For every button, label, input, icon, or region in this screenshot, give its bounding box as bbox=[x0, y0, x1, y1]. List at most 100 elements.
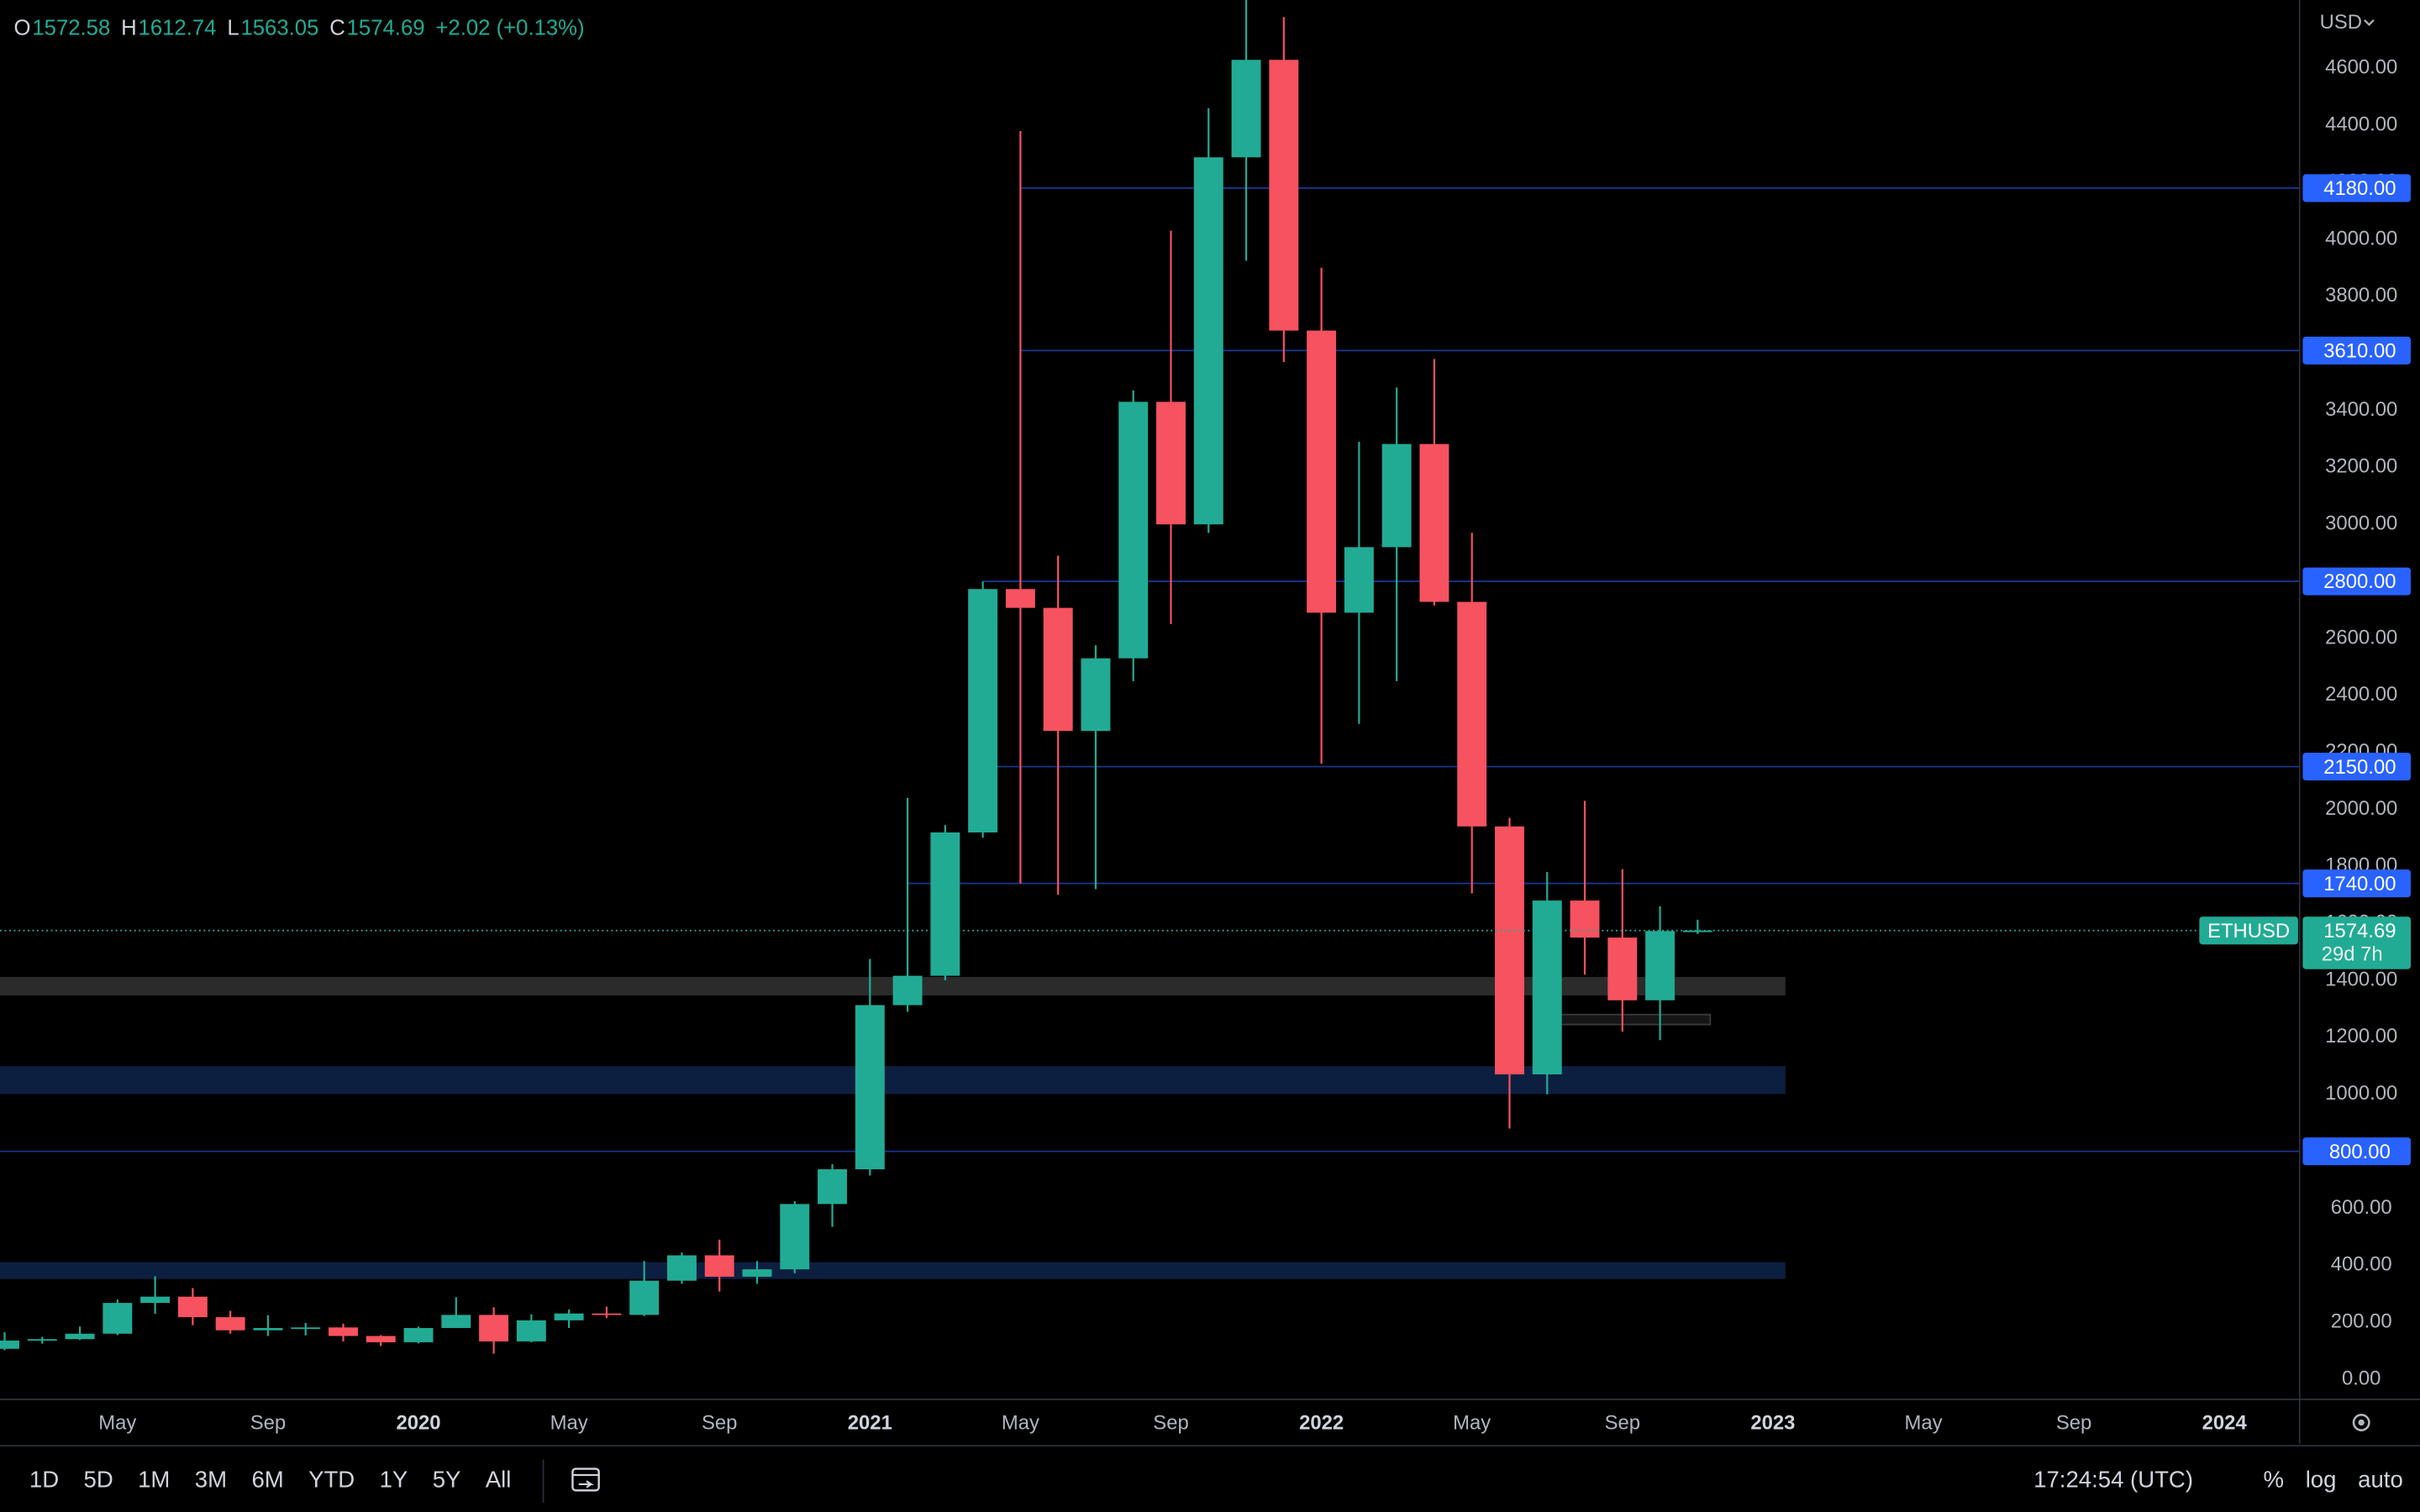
candle-body bbox=[1269, 60, 1299, 331]
candle-body bbox=[479, 1315, 509, 1341]
ohlc-value: 1612.74 bbox=[139, 17, 217, 40]
range-button[interactable]: YTD bbox=[308, 1467, 355, 1493]
level-label-box bbox=[2302, 567, 2411, 596]
candle-body bbox=[892, 975, 923, 1005]
range-button[interactable]: 5D bbox=[84, 1467, 113, 1493]
candle-body bbox=[403, 1327, 434, 1342]
candle-body bbox=[140, 1296, 171, 1304]
ohlc-key: L bbox=[227, 17, 239, 40]
candle-body bbox=[1156, 402, 1186, 525]
level-label-box bbox=[2302, 336, 2411, 365]
y-tick-label: 0.00 bbox=[2342, 1367, 2381, 1389]
level-label: 4180.00 bbox=[2323, 177, 2396, 200]
candle-body bbox=[1043, 607, 1073, 732]
candle-body bbox=[1607, 937, 1638, 1000]
symbol-label: ETHUSD bbox=[2207, 920, 2290, 942]
candle-body bbox=[103, 1303, 133, 1334]
y-tick-label: 4400.00 bbox=[2325, 113, 2397, 136]
y-tick-label: 3000.00 bbox=[2325, 512, 2397, 535]
y-tick-label: 3200.00 bbox=[2325, 455, 2397, 478]
settings-icon[interactable] bbox=[2352, 1414, 2370, 1431]
level-label-box bbox=[2302, 869, 2411, 898]
x-tick-label: 2020 bbox=[396, 1412, 440, 1435]
ohlc-key: H bbox=[121, 17, 137, 40]
axes: 0.00 200.00 400.00 600.00 800.00 1000.00 1200.… bbox=[98, 56, 2411, 1435]
scale-option[interactable]: log bbox=[2306, 1467, 2337, 1493]
last-price-box bbox=[2302, 916, 2411, 969]
x-tick-label: Sep bbox=[1153, 1412, 1188, 1435]
range-button[interactable]: 3M bbox=[195, 1467, 227, 1493]
x-tick-label: 2022 bbox=[1299, 1412, 1344, 1435]
icon-frame bbox=[571, 1467, 600, 1492]
zone bbox=[1546, 1013, 1712, 1026]
last-price-label: 1574.69 bbox=[2323, 920, 2396, 942]
y-tick-label: 2400.00 bbox=[2325, 683, 2397, 706]
candle-body bbox=[629, 1280, 660, 1315]
range-button[interactable]: 1M bbox=[138, 1467, 170, 1493]
level-label-box bbox=[2302, 1137, 2411, 1166]
x-tick-label: May bbox=[550, 1412, 588, 1435]
candle-body bbox=[1532, 900, 1562, 1075]
range-button[interactable]: 6M bbox=[251, 1467, 283, 1493]
compare-icon[interactable] bbox=[571, 1467, 600, 1492]
candle-body bbox=[1570, 900, 1600, 938]
ohlc-change: +2.02 (+0.13%) bbox=[435, 17, 584, 40]
gear-center bbox=[2358, 1419, 2365, 1426]
level-label: 2800.00 bbox=[2323, 570, 2396, 593]
range-button[interactable]: 1D bbox=[29, 1467, 59, 1493]
candle-body bbox=[215, 1317, 245, 1331]
level-label: 2150.00 bbox=[2323, 756, 2396, 779]
clock[interactable]: 17:24:54 (UTC) bbox=[2033, 1467, 2193, 1493]
candle-body bbox=[0, 1340, 19, 1349]
currency[interactable]: USD bbox=[2320, 11, 2362, 34]
candle-body bbox=[441, 1315, 471, 1328]
candle-body bbox=[666, 1255, 697, 1281]
x-tick-label: May bbox=[1002, 1412, 1039, 1435]
candle-body bbox=[1307, 330, 1337, 613]
candle-body bbox=[1081, 658, 1111, 732]
x-tick-label: Sep bbox=[702, 1412, 737, 1435]
candle-body bbox=[177, 1296, 208, 1318]
y-tick-label: 2600.00 bbox=[2325, 626, 2397, 648]
candle-body bbox=[554, 1313, 584, 1320]
candle-body bbox=[1118, 402, 1149, 659]
x-tick-label: 2023 bbox=[1750, 1412, 1795, 1435]
zone bbox=[0, 1262, 1786, 1279]
range-button[interactable]: All bbox=[486, 1467, 512, 1493]
x-tick-label: Sep bbox=[2056, 1412, 2091, 1435]
gear bbox=[2352, 1414, 2370, 1431]
range-button[interactable]: 5Y bbox=[433, 1467, 461, 1493]
y-tick-label: 1000.00 bbox=[2325, 1082, 2397, 1105]
candle-body bbox=[329, 1327, 358, 1336]
candle-body bbox=[1344, 547, 1374, 613]
ohlc-value: 1563.05 bbox=[240, 17, 318, 40]
y-tick-label: 2000.00 bbox=[2325, 797, 2397, 820]
level-label: 1740.00 bbox=[2323, 873, 2396, 895]
candle-body bbox=[1231, 60, 1261, 158]
zone bbox=[0, 1066, 1786, 1095]
y-tick-label: 1200.00 bbox=[2325, 1025, 2397, 1047]
candle-body bbox=[27, 1339, 57, 1341]
x-tick-label: May bbox=[1904, 1412, 1942, 1435]
ohlc-key: O bbox=[14, 17, 31, 40]
toolbar: 1D 5D 1M 3M 6M YTD 1Y 5Y All 17:24:54 (UTC) autolo… bbox=[29, 1467, 2403, 1493]
candle-body bbox=[1193, 157, 1223, 525]
candle-body bbox=[366, 1336, 396, 1342]
candle-body bbox=[1495, 826, 1524, 1075]
y-tick-label: 3400.00 bbox=[2325, 398, 2397, 421]
candle-body bbox=[1419, 444, 1449, 602]
candle-body bbox=[253, 1327, 283, 1331]
x-tick-label: May bbox=[1453, 1412, 1491, 1435]
range-button[interactable]: 1Y bbox=[380, 1467, 408, 1493]
zones bbox=[0, 976, 1786, 1279]
candle-body bbox=[65, 1333, 95, 1340]
scale-option[interactable]: auto bbox=[2358, 1467, 2403, 1493]
x-tick-label: Sep bbox=[1605, 1412, 1640, 1435]
candle-body bbox=[818, 1168, 848, 1205]
y-tick-label: 4600.00 bbox=[2325, 56, 2397, 79]
candle-body bbox=[291, 1327, 321, 1330]
scale-option[interactable]: % bbox=[2263, 1467, 2284, 1493]
y-tick-label: 3800.00 bbox=[2325, 284, 2397, 307]
